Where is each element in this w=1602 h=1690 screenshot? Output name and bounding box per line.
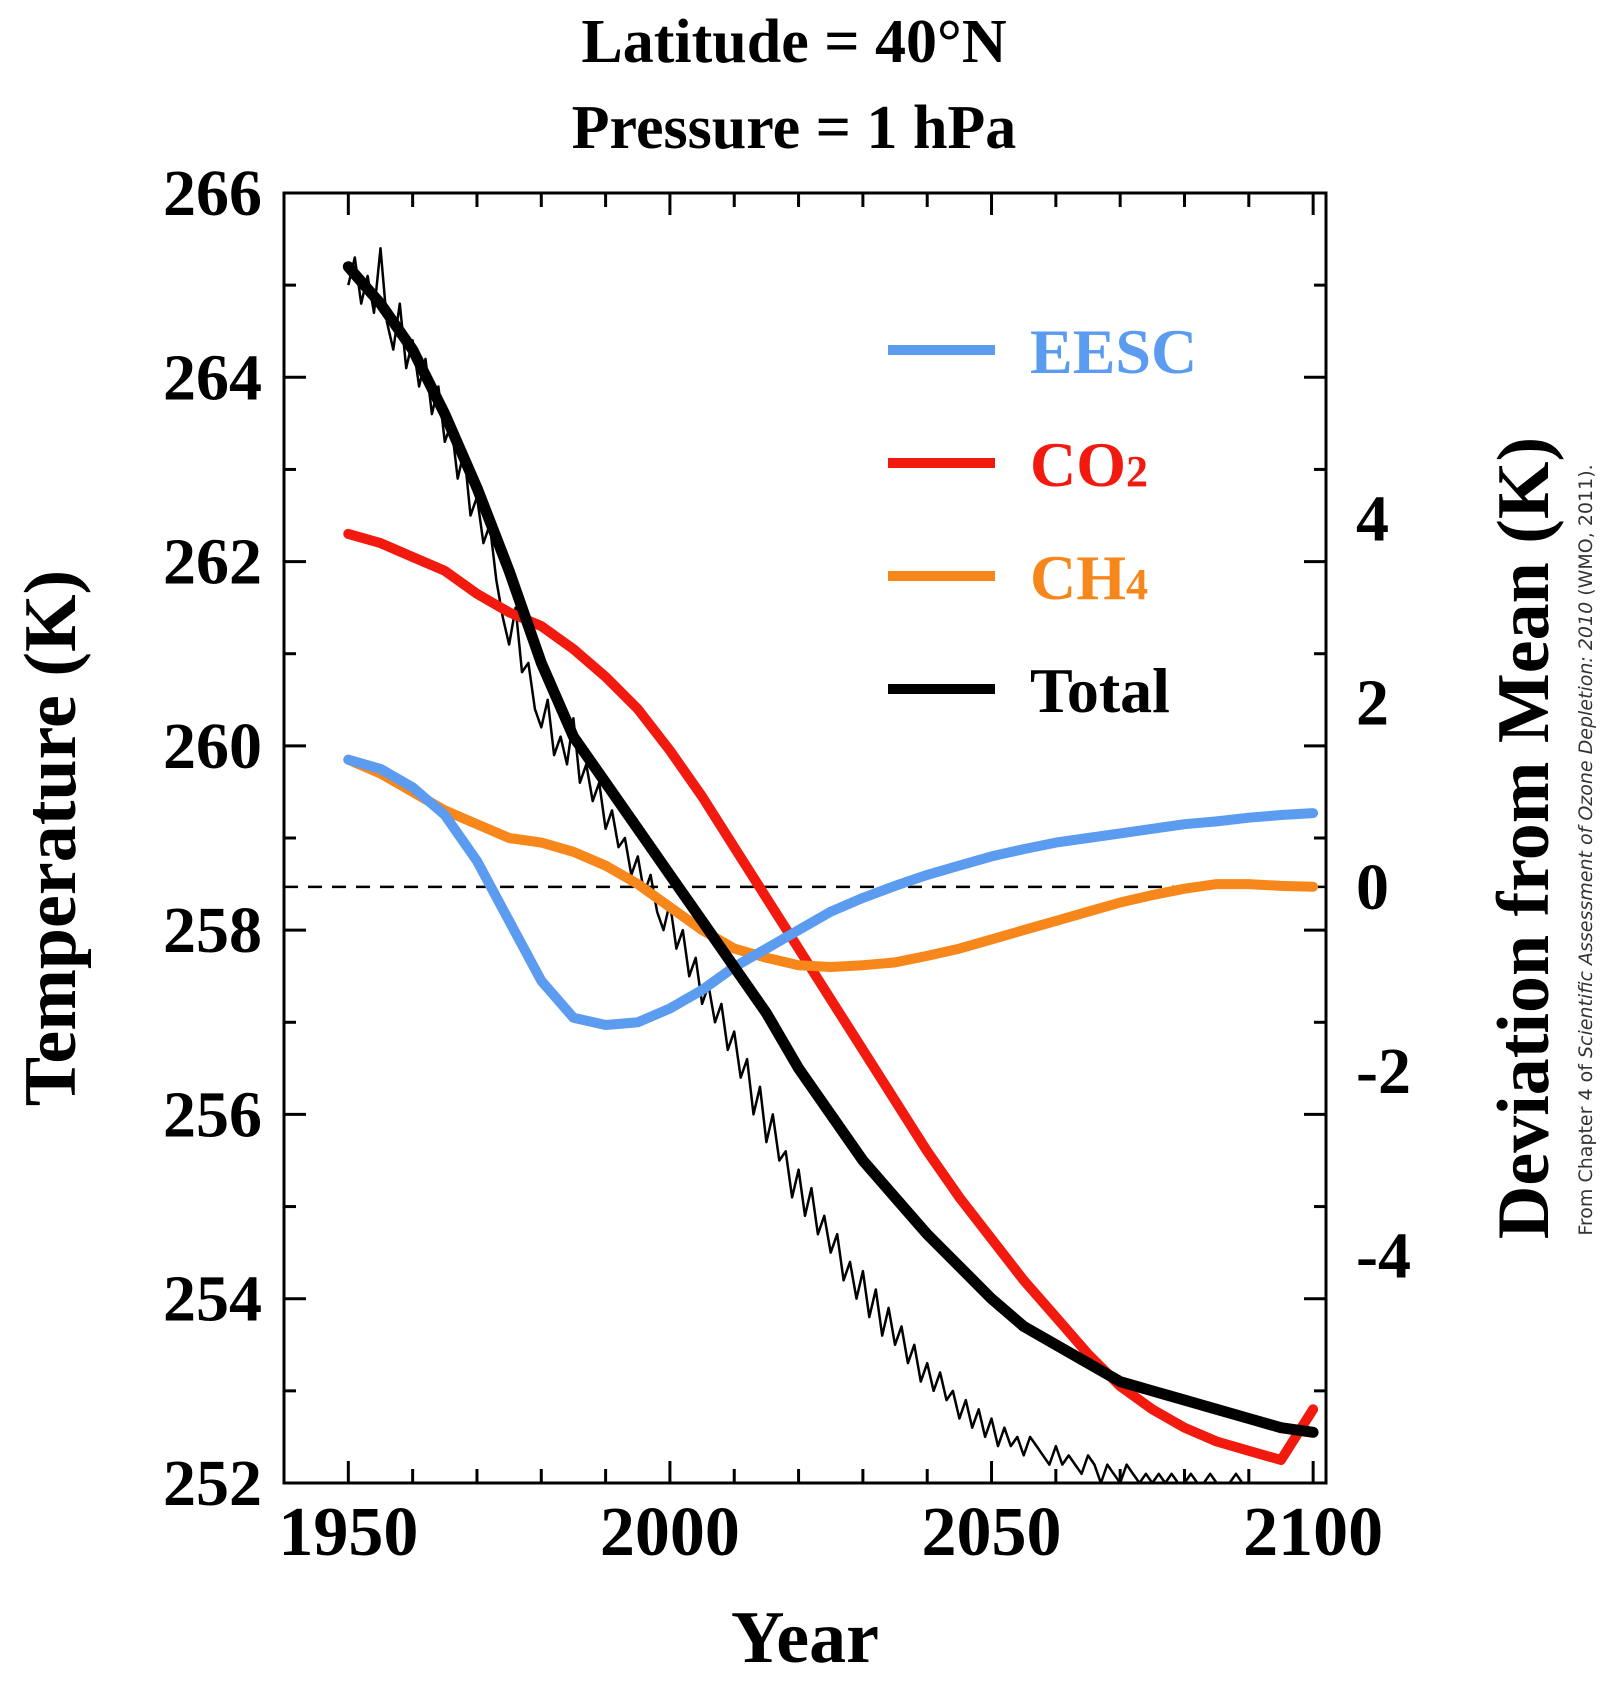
y-tick-label: 256 bbox=[163, 1078, 262, 1151]
y2-tick-label: -2 bbox=[1356, 1035, 1411, 1108]
legend: EESC CO2 CH4 Total bbox=[888, 316, 1197, 726]
legend-label-co2: CO2 bbox=[1030, 429, 1148, 500]
y-tick-label: 262 bbox=[163, 526, 262, 599]
y2-axis-label: Deviation from Mean (K) bbox=[1483, 437, 1565, 1239]
series-total bbox=[342, 261, 1319, 1438]
series-co2 bbox=[343, 528, 1319, 1465]
y2-tick-label: -4 bbox=[1356, 1219, 1411, 1292]
y-tick-label: 258 bbox=[163, 894, 262, 967]
y-tick-label: 266 bbox=[163, 157, 262, 230]
series-eesc bbox=[343, 754, 1319, 1030]
chart-title-line-2: Pressure = 1 hPa bbox=[572, 94, 1017, 162]
y2-tick-labels: -4 -2 0 2 4 bbox=[1356, 482, 1411, 1292]
y2-tick-label: 2 bbox=[1356, 667, 1389, 740]
source-prefix: From Chapter 4 of bbox=[1575, 1058, 1597, 1236]
y-tick-labels: 252 254 256 258 260 262 264 266 bbox=[163, 157, 262, 1520]
chart-title-line-1: Latitude = 40°N bbox=[581, 8, 1006, 76]
x-tick-labels: 1950 2000 2050 2100 bbox=[278, 1494, 1383, 1571]
axis-ticks bbox=[284, 191, 1326, 1485]
y-tick-label: 254 bbox=[163, 1263, 262, 1336]
series-layer bbox=[342, 247, 1319, 1485]
legend-label-total: Total bbox=[1030, 655, 1170, 726]
legend-label-eesc: EESC bbox=[1030, 316, 1197, 387]
x-tick-label: 2000 bbox=[600, 1494, 740, 1571]
x-axis-label: Year bbox=[731, 1597, 879, 1679]
y-tick-label: 252 bbox=[163, 1447, 262, 1520]
y-tick-label: 264 bbox=[163, 341, 262, 414]
source-note: From Chapter 4 of Scientific Assessment … bbox=[1575, 464, 1597, 1235]
series-ch4 bbox=[343, 754, 1319, 972]
source-suffix: (WMO, 2011). bbox=[1575, 464, 1597, 601]
y-tick-label: 260 bbox=[163, 710, 262, 783]
x-tick-label: 2050 bbox=[922, 1494, 1062, 1571]
y2-tick-label: 0 bbox=[1356, 851, 1389, 924]
legend-label-ch4: CH4 bbox=[1030, 542, 1148, 613]
source-italic: Scientific Assessment of Ozone Depletion… bbox=[1575, 602, 1597, 1058]
series-total-annual bbox=[347, 247, 1301, 1485]
y2-tick-label: 4 bbox=[1356, 482, 1389, 555]
x-tick-label: 2100 bbox=[1243, 1494, 1383, 1571]
x-tick-label: 1950 bbox=[278, 1494, 418, 1571]
y-axis-label: Temperature (K) bbox=[10, 570, 92, 1106]
